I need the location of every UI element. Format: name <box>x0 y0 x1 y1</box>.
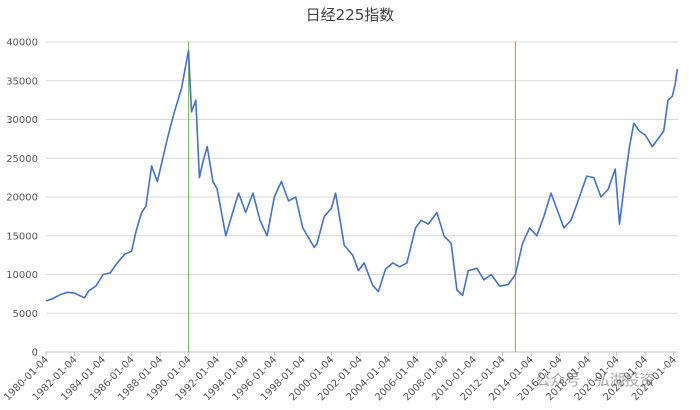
y-tick-label: 10000 <box>6 270 38 281</box>
y-tick-label: 20000 <box>6 193 38 204</box>
series-line <box>45 49 679 302</box>
y-tick-label: 40000 <box>6 38 38 49</box>
plot-area <box>45 42 679 352</box>
grid <box>45 41 678 356</box>
y-tick-label: 30000 <box>6 115 38 126</box>
chart-title: 日经225指数 <box>306 6 395 24</box>
watermark: 公众号 · 弘湖投资 <box>535 371 654 389</box>
y-tick-label: 0 <box>32 348 38 359</box>
y-tick-label: 25000 <box>6 154 38 165</box>
y-tick-label: 35000 <box>6 76 38 87</box>
y-tick-label: 5000 <box>13 309 38 320</box>
y-tick-label: 15000 <box>6 231 38 242</box>
